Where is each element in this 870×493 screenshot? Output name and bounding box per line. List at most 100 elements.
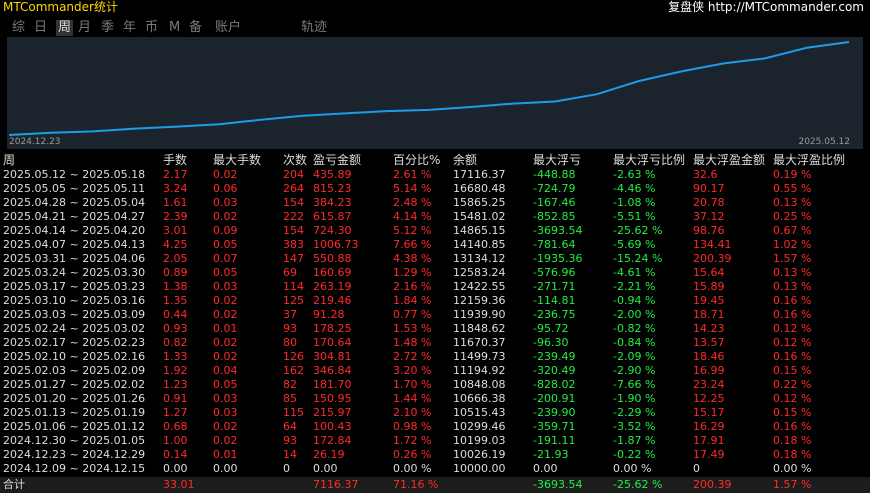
cell: 20.78 [693, 196, 725, 209]
tab[interactable]: M [169, 20, 181, 35]
column-header: 盈亏金额 [313, 153, 362, 167]
column-header: 百分比% [393, 153, 441, 167]
cell: -271.71 [533, 280, 576, 293]
tab[interactable]: 账户 [215, 20, 242, 35]
tab[interactable]: 年 [123, 20, 137, 35]
cell: 0.00 [313, 462, 338, 475]
cell: 10199.03 [453, 434, 506, 447]
tab[interactable]: 日 [34, 20, 48, 35]
cell: 0.25 % [773, 210, 812, 223]
cell: 0.89 [163, 266, 188, 279]
cell: 19.45 [693, 294, 725, 307]
cell: 0.44 [163, 308, 188, 321]
cell: 37.12 [693, 210, 725, 223]
cell: 1.53 % [393, 322, 432, 335]
cell: 14.23 [693, 322, 725, 335]
cell: 0.05 [213, 266, 238, 279]
cell: -15.24 % [613, 252, 663, 265]
cell: 2024.12.30 ~ 2025.01.05 [3, 434, 146, 447]
cell: -4.46 % [613, 182, 656, 195]
tab[interactable]: 币 [145, 20, 159, 35]
cell: 154 [283, 196, 304, 209]
cell: 0.00 [163, 462, 188, 475]
cell: 0.00 % [393, 462, 432, 475]
app-title: MTCommander统计 [3, 0, 118, 14]
cell: 0.68 [163, 420, 188, 433]
cell: 0.04 [213, 364, 238, 377]
tab[interactable]: 季 [101, 20, 115, 35]
cell: 12.25 [693, 392, 725, 405]
cell: 383 [283, 238, 304, 251]
cell: -3.52 % [613, 420, 656, 433]
cell: -2.29 % [613, 406, 656, 419]
cell: 2024.12.09 ~ 2024.12.15 [3, 462, 146, 475]
tab[interactable]: 周 [56, 20, 74, 36]
cell: 1.84 % [393, 294, 432, 307]
total-cell: 1.57 % [773, 478, 812, 491]
cell: 0.26 % [393, 448, 432, 461]
cell: 2025.02.10 ~ 2025.02.16 [3, 350, 146, 363]
column-header: 手数 [163, 153, 188, 167]
cell: 18.46 [693, 350, 725, 363]
cell: 0.16 % [773, 350, 812, 363]
cell: 18.71 [693, 308, 725, 321]
cell: 162 [283, 364, 304, 377]
cell: 2.16 % [393, 280, 432, 293]
cell: 0 [283, 462, 290, 475]
cell: 0.02 [213, 168, 238, 181]
cell: 12422.55 [453, 280, 506, 293]
cell: -200.91 [533, 392, 576, 405]
cell: 13134.12 [453, 252, 506, 265]
cell: 12583.24 [453, 266, 506, 279]
total-cell: 合计 [3, 478, 25, 491]
cell: 0.02 [213, 336, 238, 349]
cell: 0.14 [163, 448, 188, 461]
total-cell: -3693.54 [533, 478, 583, 491]
cell: 0.55 % [773, 182, 812, 195]
tab[interactable]: 备 [189, 20, 203, 35]
cell: 1.61 [163, 196, 188, 209]
cell: -191.11 [533, 434, 576, 447]
cell: 7.66 % [393, 238, 432, 251]
cell: 0.00 [533, 462, 558, 475]
cell: 0.03 [213, 196, 238, 209]
tab[interactable]: 月 [78, 20, 92, 35]
cell: 2025.01.20 ~ 2025.01.26 [3, 392, 146, 405]
cell: -5.51 % [613, 210, 656, 223]
cell: 32.6 [693, 168, 718, 181]
cell: 2025.05.05 ~ 2025.05.11 [3, 182, 146, 195]
cell: 1.29 % [393, 266, 432, 279]
cell: 85 [283, 392, 297, 405]
cell: -21.93 [533, 448, 569, 461]
cell: 1.57 % [773, 252, 812, 265]
total-cell: 33.01 [163, 478, 195, 491]
cell: 181.70 [313, 378, 352, 391]
cell: 17.91 [693, 434, 725, 447]
cell: 4.38 % [393, 252, 432, 265]
cell: 0.02 [213, 350, 238, 363]
cell: 0.00 % [773, 462, 812, 475]
tab[interactable]: 综 [12, 20, 26, 35]
cell: 384.23 [313, 196, 352, 209]
cell: -4.61 % [613, 266, 656, 279]
cell: -448.88 [533, 168, 576, 181]
cell: -0.82 % [613, 322, 656, 335]
cell: 0.67 % [773, 224, 812, 237]
cell: -852.85 [533, 210, 576, 223]
total-cell: 200.39 [693, 478, 732, 491]
cell: 2025.04.14 ~ 2025.04.20 [3, 224, 146, 237]
cell: 0.02 [213, 420, 238, 433]
cell: 2.72 % [393, 350, 432, 363]
cell: 0.18 % [773, 434, 812, 447]
cell: 1.00 [163, 434, 188, 447]
cell: -0.94 % [613, 294, 656, 307]
cell: 23.24 [693, 378, 725, 391]
cell: 64 [283, 420, 297, 433]
cell: 1.38 [163, 280, 188, 293]
cell: 264 [283, 182, 304, 195]
view-tab[interactable]: 轨迹 [301, 20, 328, 35]
cell: 0.15 % [773, 364, 812, 377]
cell: 2025.04.28 ~ 2025.05.04 [3, 196, 146, 209]
cell: 1006.73 [313, 238, 359, 251]
cell: 0.13 % [773, 266, 812, 279]
